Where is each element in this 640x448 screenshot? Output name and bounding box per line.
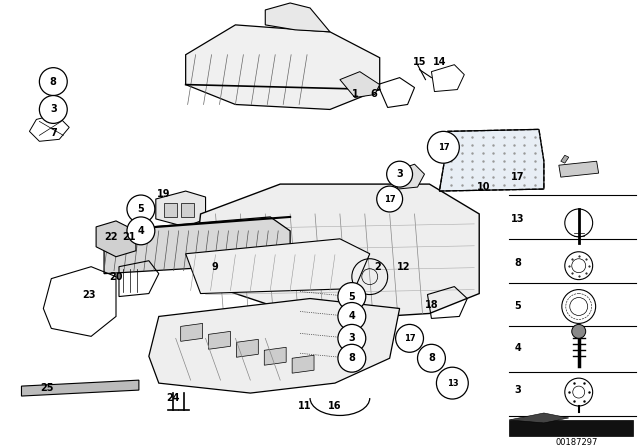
- Text: 17: 17: [438, 143, 449, 152]
- Text: 24: 24: [166, 393, 179, 403]
- Polygon shape: [104, 217, 290, 274]
- Text: 8: 8: [428, 353, 435, 363]
- Circle shape: [417, 345, 445, 372]
- Text: 9: 9: [211, 262, 218, 271]
- Text: 7: 7: [50, 128, 57, 138]
- Circle shape: [338, 283, 366, 310]
- Text: 5: 5: [138, 204, 144, 214]
- Circle shape: [396, 324, 424, 352]
- Text: 4: 4: [138, 226, 144, 236]
- Text: 4: 4: [348, 311, 355, 322]
- Text: 22: 22: [104, 232, 118, 242]
- Polygon shape: [209, 332, 230, 349]
- Text: 1: 1: [351, 89, 358, 99]
- Circle shape: [572, 324, 586, 338]
- Text: 25: 25: [40, 383, 54, 393]
- Text: 23: 23: [83, 289, 96, 300]
- Polygon shape: [559, 161, 598, 177]
- Text: 17: 17: [511, 172, 525, 182]
- Polygon shape: [264, 347, 286, 365]
- Text: 2: 2: [374, 262, 381, 271]
- Polygon shape: [96, 221, 136, 257]
- Text: 3: 3: [50, 104, 57, 114]
- Text: 5: 5: [515, 302, 522, 311]
- Text: 16: 16: [328, 401, 342, 411]
- Text: 11: 11: [298, 401, 312, 411]
- Text: 13: 13: [447, 379, 458, 388]
- Text: 12: 12: [397, 262, 410, 271]
- Polygon shape: [509, 413, 569, 423]
- Text: 20: 20: [109, 271, 123, 282]
- Text: 00187297: 00187297: [556, 438, 598, 447]
- Polygon shape: [292, 355, 314, 373]
- Text: 19: 19: [157, 189, 170, 199]
- Text: 8: 8: [348, 353, 355, 363]
- Circle shape: [338, 302, 366, 330]
- Polygon shape: [196, 184, 479, 319]
- Text: 5: 5: [348, 292, 355, 302]
- Circle shape: [40, 68, 67, 95]
- Text: 3: 3: [515, 385, 522, 395]
- Text: 4: 4: [515, 343, 522, 353]
- Text: 17: 17: [384, 194, 396, 203]
- Polygon shape: [186, 25, 380, 109]
- Circle shape: [428, 131, 460, 163]
- Text: 21: 21: [122, 232, 136, 242]
- Text: 14: 14: [433, 57, 446, 67]
- Polygon shape: [561, 155, 569, 163]
- Polygon shape: [395, 164, 424, 189]
- Polygon shape: [22, 380, 139, 396]
- Polygon shape: [149, 298, 399, 393]
- Polygon shape: [509, 420, 634, 436]
- Polygon shape: [265, 3, 330, 32]
- Text: 18: 18: [425, 300, 438, 310]
- Text: 10: 10: [476, 182, 490, 192]
- Polygon shape: [340, 72, 380, 98]
- Text: 17: 17: [404, 334, 415, 343]
- Text: 6: 6: [371, 89, 377, 99]
- Polygon shape: [186, 239, 370, 293]
- Text: 3: 3: [348, 333, 355, 343]
- Polygon shape: [180, 323, 203, 341]
- Polygon shape: [156, 191, 205, 227]
- Circle shape: [338, 345, 366, 372]
- Text: 3: 3: [396, 169, 403, 179]
- Polygon shape: [236, 339, 259, 357]
- Text: 15: 15: [413, 57, 426, 67]
- Circle shape: [127, 195, 155, 223]
- Circle shape: [436, 367, 468, 399]
- Circle shape: [387, 161, 413, 187]
- Circle shape: [377, 186, 403, 212]
- Text: 8: 8: [50, 77, 57, 86]
- Polygon shape: [180, 203, 194, 217]
- Text: 13: 13: [511, 214, 525, 224]
- Text: 8: 8: [515, 258, 522, 268]
- Circle shape: [40, 95, 67, 123]
- Circle shape: [338, 324, 366, 352]
- Polygon shape: [164, 203, 177, 217]
- Polygon shape: [440, 129, 544, 191]
- Circle shape: [127, 217, 155, 245]
